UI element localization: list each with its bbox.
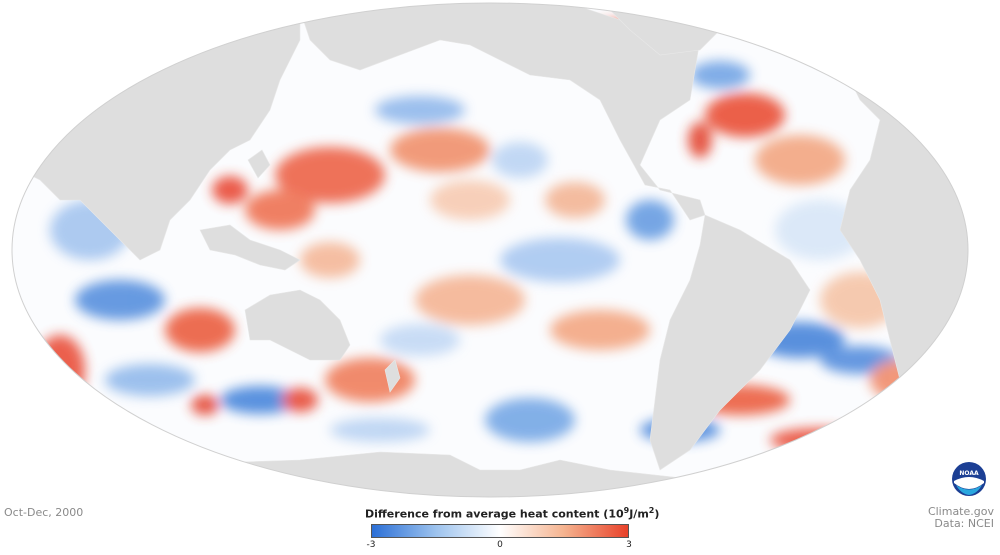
color-legend: Difference from average heat content (10… (365, 506, 660, 554)
time-period-label: Oct-Dec, 2000 (4, 506, 84, 519)
credit-site: Climate.gov (927, 505, 994, 518)
credits: Climate.gov Data: NCEI (928, 506, 994, 530)
legend-unit-rest: J/m (629, 507, 649, 521)
land-maritime-asia (199, 224, 301, 271)
land-south-america (649, 214, 811, 471)
globe-outline (11, 2, 969, 498)
land-new-zealand (384, 359, 401, 393)
legend-tick-max: 3 (626, 539, 632, 550)
credit-data: Data: NCEI (934, 517, 994, 530)
legend-tick-min: -3 (366, 539, 376, 550)
legend-title-text: Difference from average heat content (365, 507, 600, 521)
land-japan (247, 149, 271, 179)
legend-title: Difference from average heat content (10… (365, 506, 660, 521)
noaa-logo-icon: NOAA (952, 462, 986, 496)
legend-unit-exp2: 2 (648, 506, 655, 515)
noaa-logo-text: NOAA (959, 470, 979, 477)
legend-unit-exp: 9 (623, 506, 630, 515)
land-australia (244, 289, 351, 361)
legend-unit-base: 10 (608, 507, 624, 521)
legend-ticks: -3 0 3 (367, 538, 632, 554)
legend-tick-mid: 0 (497, 539, 503, 550)
legend-color-bar (371, 523, 629, 538)
heat-content-map (11, 2, 969, 498)
